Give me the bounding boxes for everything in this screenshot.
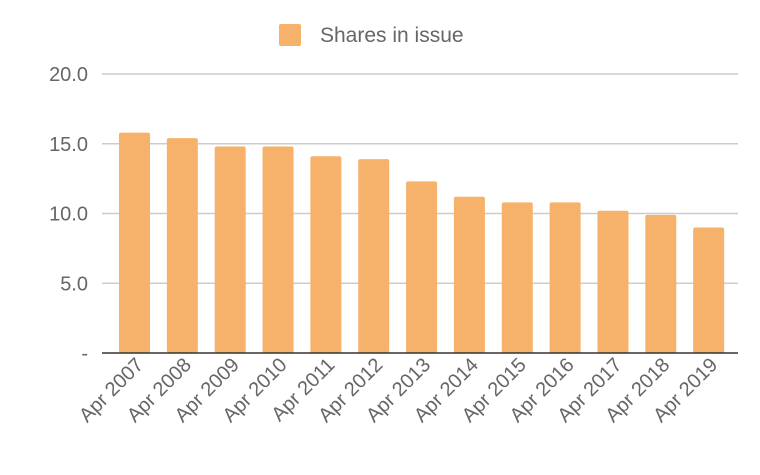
bars [119, 132, 725, 353]
y-tick-label: 20.0 [49, 64, 88, 86]
legend-swatch [279, 24, 301, 46]
bar-apr-2008 [166, 138, 198, 353]
bar-apr-2014 [453, 196, 485, 353]
y-tick-label: 15.0 [49, 134, 88, 156]
bar-apr-2019 [693, 227, 725, 353]
bar-apr-2012 [358, 159, 390, 353]
y-tick-label: 10.0 [49, 204, 88, 226]
bar-apr-2011 [310, 156, 342, 353]
y-tick-label: - [81, 343, 88, 365]
y-tick-label: 5.0 [60, 273, 88, 295]
legend-label: Shares in issue [320, 24, 464, 47]
bar-apr-2018 [645, 214, 677, 353]
bar-apr-2016 [549, 202, 581, 353]
bar-apr-2007 [119, 132, 150, 353]
bar-apr-2013 [406, 181, 438, 353]
bar-apr-2009 [214, 146, 246, 353]
y-axis-tick-labels: - 5.0 10.0 15.0 20.0 [49, 64, 88, 365]
bar-apr-2017 [597, 210, 629, 353]
legend: Shares in issue [279, 24, 464, 47]
bar-apr-2015 [501, 202, 533, 353]
bar-apr-2010 [262, 146, 294, 353]
